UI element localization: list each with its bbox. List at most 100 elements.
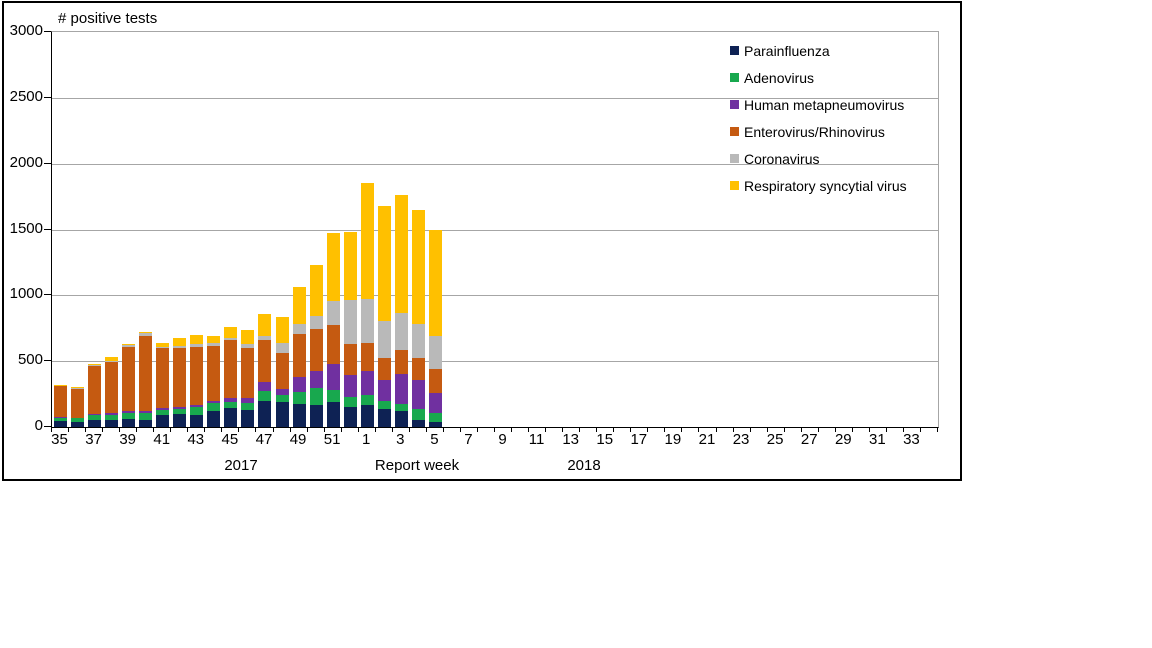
bar-week-42-coronavirus [173,345,187,348]
bar-week-52-enterovirus-rhinovirus [343,344,357,375]
bar-week-46-coronavirus [241,343,255,348]
legend-label: Human metapneumovirus [744,96,905,113]
x-tick-label-week-25: 25 [766,431,784,448]
y-tick-2500 [44,96,51,98]
x-tick-label-week-35: 35 [51,431,68,448]
y-tick-1000 [44,294,51,296]
x-tick [562,427,563,432]
legend-item-human-metapneumovirus: Human metapneumovirus [730,91,907,118]
bar-week-2-coronavirus [377,321,391,358]
bar-week-39-parainfluenza [122,419,136,427]
bar-week-1-coronavirus [360,298,374,344]
bar-week-45-adenovirus [224,401,238,408]
bar-week-48-human-metapneumovirus [275,388,289,396]
bar-week-44-parainfluenza [207,410,221,427]
bar-week-52-human-metapneumovirus [343,374,357,397]
bar-week-43-coronavirus [190,343,204,348]
x-tick [511,427,512,432]
bar-week-36-enterovirus-rhinovirus [71,388,85,418]
bar-week-5-respiratory-syncytial-virus [428,229,442,336]
bar-week-40-coronavirus [139,332,153,337]
bar-week-3-respiratory-syncytial-virus [394,195,408,313]
x-tick [647,427,648,432]
bar-week-52-parainfluenza [343,406,357,427]
bar-week-35-parainfluenza [54,421,68,427]
bar-week-46-respiratory-syncytial-virus [241,330,255,344]
x-tick [630,427,631,432]
bar-week-36-coronavirus [71,387,85,389]
bar-week-35-adenovirus [54,417,68,422]
bar-week-49-enterovirus-rhinovirus [292,334,306,377]
x-tick [153,427,154,432]
x-tick-label-week-9: 9 [498,431,507,448]
legend-item-respiratory-syncytial-virus: Respiratory syncytial virus [730,172,907,199]
bar-week-2-respiratory-syncytial-virus [377,205,391,322]
bar-week-51-enterovirus-rhinovirus [326,324,340,365]
x-tick [784,427,785,432]
bar-week-43-respiratory-syncytial-virus [190,335,204,344]
bar-week-1-parainfluenza [360,404,374,427]
bar-week-4-enterovirus-rhinovirus [411,358,425,380]
bar-week-48-adenovirus [275,395,289,402]
legend-label: Enterovirus/Rhinovirus [744,123,885,140]
x-tick-label-week-7: 7 [464,431,473,448]
x-axis-year-2018: 2018 [567,457,601,474]
bar-week-45-coronavirus [224,337,238,341]
bar-week-3-enterovirus-rhinovirus [394,349,408,374]
x-tick [204,427,205,432]
bar-week-42-parainfluenza [173,413,187,427]
y-tick-label-3000: 3000 [9,22,43,39]
x-tick [596,427,597,432]
bar-week-52-adenovirus [343,396,357,407]
x-tick [937,427,938,432]
gridline-1000 [52,295,938,297]
x-tick [221,427,222,432]
bar-week-38-parainfluenza [105,419,119,427]
x-tick [613,427,614,432]
x-tick [664,427,665,432]
bar-week-48-enterovirus-rhinovirus [275,353,289,389]
bar-week-51-coronavirus [326,301,340,325]
bar-week-51-parainfluenza [326,401,340,427]
x-tick-label-week-43: 43 [187,431,205,448]
bar-week-50-adenovirus [309,388,323,406]
x-tick [733,427,734,432]
x-tick [187,427,188,432]
x-tick [767,427,768,432]
bar-week-41-enterovirus-rhinovirus [156,348,170,409]
chart-area: # positive tests 0 500 1000 1500 2000 2500 300… [2,1,962,481]
bar-week-37-coronavirus [88,365,102,367]
bar-week-45-parainfluenza [224,407,238,427]
bar-week-5-enterovirus-rhinovirus [428,369,442,394]
y-tick-2000 [44,162,51,164]
x-tick [170,427,171,432]
x-tick [835,427,836,432]
bar-week-36-respiratory-syncytial-virus [71,387,85,389]
bar-week-42-respiratory-syncytial-virus [173,338,187,346]
bar-week-43-parainfluenza [190,414,204,427]
y-tick-500 [44,360,51,362]
x-axis-title: Report week [374,457,460,474]
bar-week-35-human-metapneumovirus [54,416,68,418]
bar-week-1-human-metapneumovirus [360,371,374,395]
bar-week-41-respiratory-syncytial-virus [156,342,170,347]
bar-week-46-enterovirus-rhinovirus [241,347,255,399]
bar-week-1-enterovirus-rhinovirus [360,343,374,372]
bar-week-46-adenovirus [241,402,255,411]
legend-label: Adenovirus [744,69,815,86]
bar-week-3-human-metapneumovirus [394,373,408,404]
bar-week-47-enterovirus-rhinovirus [258,339,272,383]
bar-week-43-adenovirus [190,407,204,415]
bar-week-48-respiratory-syncytial-virus [275,317,289,343]
legend-swatch-icon [730,154,739,163]
x-tick-label-week-21: 21 [698,431,716,448]
bar-week-39-coronavirus [122,345,136,347]
x-tick [801,427,802,432]
bar-week-38-adenovirus [105,414,119,420]
gridline-1500 [52,229,938,231]
bar-week-48-parainfluenza [275,401,289,427]
bar-week-38-enterovirus-rhinovirus [105,361,119,414]
bar-week-50-parainfluenza [309,405,323,427]
legend-label: Coronavirus [744,150,820,167]
legend-swatch-icon [730,100,739,109]
